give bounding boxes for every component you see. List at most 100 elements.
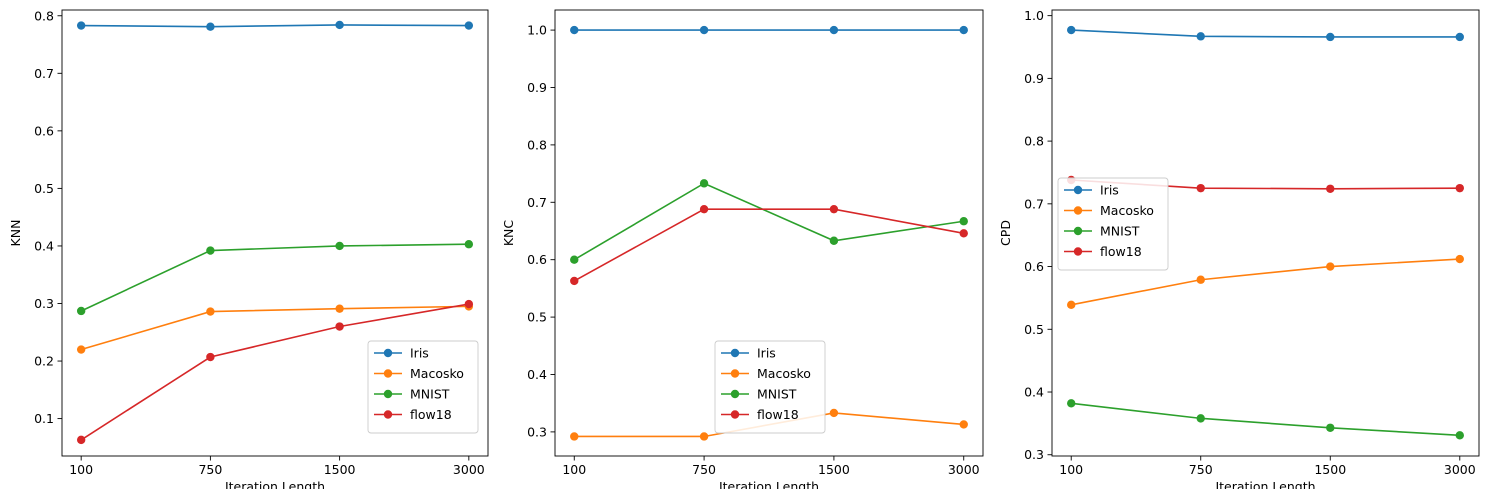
y-tick-label: 0.3 — [527, 424, 547, 439]
x-tick-label: 750 — [198, 462, 222, 477]
data-point — [1455, 431, 1464, 440]
legend-label: flow18 — [410, 407, 452, 422]
y-tick-label: 0.3 — [34, 296, 54, 311]
legend-label: Macosko — [410, 366, 464, 381]
y-tick-label: 0.7 — [527, 195, 547, 210]
legend-label: MNIST — [757, 387, 797, 402]
series-mnist — [1067, 399, 1464, 440]
data-point — [1455, 183, 1464, 193]
x-tick-label: 3000 — [453, 462, 485, 477]
series-iris — [76, 20, 474, 31]
legend-label: Macosko — [757, 366, 811, 381]
legend-box — [714, 340, 826, 434]
x-tick-label: 100 — [69, 462, 93, 477]
x-tick-label: 100 — [562, 462, 586, 477]
data-point — [829, 408, 839, 418]
x-tick-label: 1500 — [1314, 462, 1346, 477]
data-point — [829, 25, 839, 35]
x-tick-label: 3000 — [948, 462, 980, 477]
data-point — [1196, 183, 1205, 193]
data-point — [570, 276, 579, 286]
plot-frame — [554, 9, 984, 457]
legend-marker — [730, 348, 740, 358]
data-point — [1326, 262, 1335, 271]
data-point — [1326, 32, 1335, 42]
data-point — [335, 304, 344, 313]
data-point — [699, 204, 709, 214]
y-tick-label: 0.5 — [527, 310, 547, 325]
series-mnist — [76, 240, 474, 316]
data-point — [570, 432, 579, 441]
series-line — [1071, 258, 1460, 306]
data-point — [1326, 184, 1335, 193]
series-line — [81, 24, 469, 28]
y-axis-label: CPD — [998, 220, 1013, 246]
data-point — [699, 25, 709, 35]
y-axis-label: KNC — [501, 220, 516, 247]
series-flow18 — [76, 299, 474, 445]
legend-marker — [383, 348, 393, 358]
y-axis-label: KNN — [8, 220, 23, 247]
legend-label: Iris — [1100, 183, 1119, 198]
legend-label: MNIST — [410, 387, 450, 402]
data-point — [464, 299, 474, 309]
data-point — [464, 240, 474, 249]
series-flow18 — [570, 204, 968, 286]
data-point — [335, 322, 344, 331]
series-line — [573, 182, 964, 261]
data-point — [959, 217, 968, 226]
legend-marker — [730, 410, 740, 419]
legend: Iris Macosko MNIST flow18 — [714, 340, 826, 434]
series-line — [573, 208, 964, 282]
data-point — [206, 246, 215, 255]
data-point — [699, 179, 709, 188]
series-iris — [570, 25, 968, 35]
x-axis-label: Iteration Length — [225, 479, 325, 489]
y-tick-label: 0.6 — [527, 252, 547, 267]
data-point — [959, 25, 968, 35]
y-tick-label: 0.6 — [34, 123, 54, 138]
data-point — [1067, 399, 1076, 408]
y-tick-label: 1.0 — [527, 23, 547, 38]
data-point — [1196, 32, 1205, 41]
data-point — [1067, 300, 1076, 310]
series-line — [1071, 29, 1460, 38]
y-tick-label: 0.3 — [1024, 447, 1044, 462]
data-point — [335, 241, 344, 251]
series-mnist — [570, 179, 968, 264]
y-tick-label: 0.4 — [1024, 385, 1044, 400]
y-tick-label: 0.8 — [34, 8, 54, 23]
y-tick-label: 0.7 — [1024, 196, 1044, 211]
x-tick-label: 750 — [692, 462, 716, 477]
legend-marker — [1073, 247, 1083, 256]
data-point — [76, 306, 86, 316]
plot-frame — [61, 9, 489, 457]
legend-marker — [730, 389, 740, 399]
data-point — [206, 352, 215, 362]
data-point — [959, 229, 968, 238]
legend-marker — [1073, 185, 1083, 195]
y-tick-label: 0.8 — [1024, 134, 1044, 149]
y-tick-label: 0.8 — [527, 137, 547, 152]
legend-box — [1057, 177, 1169, 271]
data-point — [699, 432, 709, 441]
legend-marker — [383, 410, 393, 419]
x-axis-label: Iteration Length — [719, 479, 819, 489]
data-point — [1455, 32, 1464, 42]
legend-label: flow18 — [1100, 244, 1142, 259]
y-tick-label: 0.7 — [34, 66, 54, 81]
plot-frame — [1051, 9, 1480, 457]
data-point — [829, 236, 839, 245]
y-tick-label: 0.9 — [527, 80, 547, 95]
y-tick-label: 0.9 — [1024, 71, 1044, 86]
legend-marker — [1073, 206, 1083, 215]
x-axis-label: Iteration Length — [1215, 479, 1315, 489]
data-point — [206, 307, 215, 316]
legend-marker — [730, 369, 740, 378]
data-point — [1196, 275, 1205, 284]
series-iris — [1067, 25, 1464, 42]
data-point — [1455, 254, 1464, 264]
data-point — [1196, 414, 1205, 423]
data-point — [570, 255, 579, 264]
